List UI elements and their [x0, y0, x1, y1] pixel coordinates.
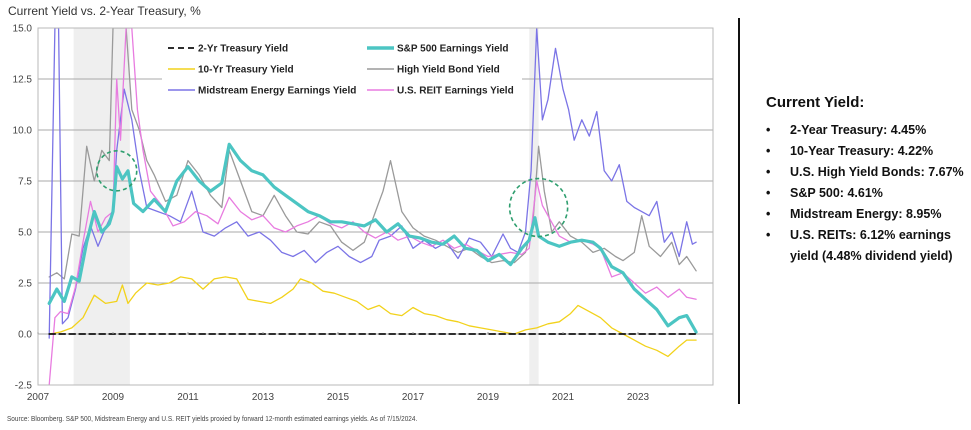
current-yield-panel: Current Yield: • 2-Year Treasury: 4.45% •…: [766, 94, 966, 267]
x-tick-label: 2019: [477, 392, 500, 403]
yield-10yr-treasury: 10-Year Treasury: 4.22%: [790, 144, 934, 158]
panel-title: Current Yield:: [766, 94, 865, 111]
legend-label: Midstream Energy Earnings Yield: [198, 86, 356, 97]
y-tick-label: 5.0: [18, 228, 32, 239]
y-tick-label: 0.0: [18, 330, 32, 341]
legend-label: High Yield Bond Yield: [397, 65, 500, 76]
x-tick-label: 2021: [552, 392, 575, 403]
series-lines: [47, 28, 698, 385]
list-item: • 10-Year Treasury: 4.22%: [766, 141, 966, 162]
y-axis-ticks: -2.5 0.0 2.5 5.0 7.5 10.0 12.5 15.0: [13, 24, 33, 392]
x-tick-label: 2017: [402, 392, 425, 403]
series-line-10-yr-treasury-yield: [48, 276, 697, 358]
annotations: [95, 150, 569, 238]
highlight-circle: [508, 177, 569, 238]
yield-high-yield-bonds: U.S. High Yield Bonds: 7.67%: [790, 165, 964, 179]
series-line-midstream-energy-earnings-yield: [48, 28, 697, 339]
x-tick-label: 2007: [27, 392, 50, 403]
x-axis-ticks: 2007 2009 2011 2013 2015 2017 2019 2021 2023: [27, 332, 650, 403]
legend-label: S&P 500 Earnings Yield: [397, 44, 509, 55]
legend: 2-Yr Treasury Yield S&P 500 Earnings Yiel…: [162, 36, 522, 100]
x-tick-label: 2023: [627, 392, 650, 403]
y-tick-label: 10.0: [13, 126, 33, 137]
highlight-circle: [95, 150, 138, 192]
list-item: • 2-Year Treasury: 4.45%: [766, 120, 966, 141]
bullet: •: [766, 228, 771, 242]
legend-label: 10-Yr Treasury Yield: [198, 65, 294, 76]
x-tick-label: 2011: [177, 392, 199, 403]
recession-band: [73, 28, 130, 385]
series-line-s-p-500-earnings-yield: [47, 142, 698, 334]
yield-sp500: S&P 500: 4.61%: [790, 186, 883, 200]
yield-chart: -2.5 0.0 2.5 5.0 7.5 10.0 12.5 15.0 2007 2009 201…: [13, 24, 714, 403]
bullet: •: [766, 207, 771, 221]
legend-background: [162, 36, 522, 100]
yield-list: • 2-Year Treasury: 4.45% • 10-Year Treasur…: [766, 120, 966, 267]
y-tick-label: 15.0: [13, 24, 33, 35]
series-line-high-yield-bond-yield: [48, 28, 697, 280]
bullet: •: [766, 165, 771, 179]
bullet: •: [766, 144, 771, 158]
x-tick-label: 2015: [327, 392, 350, 403]
y-tick-label: 2.5: [18, 279, 32, 290]
list-item: • S&P 500: 4.61%: [766, 183, 966, 204]
list-item: • Midstream Energy: 8.95%: [766, 204, 966, 225]
legend-label: 2-Yr Treasury Yield: [198, 44, 288, 55]
chart-title: Current Yield vs. 2-Year Treasury, %: [8, 4, 201, 18]
bullet: •: [766, 123, 771, 137]
yield-midstream-energy: Midstream Energy: 8.95%: [790, 207, 942, 221]
x-tick-label: 2013: [252, 392, 275, 403]
bullet: •: [766, 186, 771, 200]
legend-label: U.S. REIT Earnings Yield: [397, 86, 514, 97]
y-tick-label: -2.5: [15, 381, 33, 392]
y-tick-label: 12.5: [13, 75, 33, 86]
x-tick-label: 2009: [102, 392, 125, 403]
y-tick-label: 7.5: [18, 177, 32, 188]
list-item: • U.S. REITs: 6.12% earnings yield (4.48%…: [766, 225, 966, 267]
yield-us-reits: U.S. REITs: 6.12% earnings yield (4.48% …: [790, 228, 953, 263]
yield-2yr-treasury: 2-Year Treasury: 4.45%: [790, 123, 927, 137]
plot-frame: [37, 27, 714, 386]
source-note: Source: Bloomberg. S&P 500, Midstream En…: [7, 414, 418, 423]
list-item: • U.S. High Yield Bonds: 7.67%: [766, 162, 966, 183]
panel-divider: [738, 18, 740, 404]
